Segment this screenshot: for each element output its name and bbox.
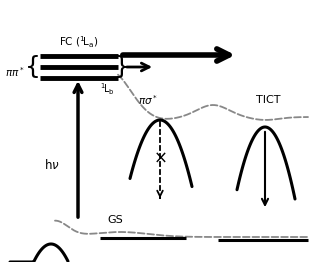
Text: TICT: TICT (256, 95, 280, 105)
Text: FC ($^1\!$L$_{\rm a}$): FC ($^1\!$L$_{\rm a}$) (59, 34, 99, 50)
Text: {: { (25, 55, 41, 79)
Text: $\pi\pi^*$: $\pi\pi^*$ (5, 65, 25, 79)
Text: $\times$: $\times$ (153, 149, 167, 167)
Text: $^1\!$L$_{\rm b}$: $^1\!$L$_{\rm b}$ (100, 81, 115, 97)
Text: GS: GS (107, 215, 123, 225)
Text: }: } (114, 55, 130, 79)
Text: h$\nu$: h$\nu$ (44, 158, 60, 172)
Text: $\pi\sigma^*$: $\pi\sigma^*$ (138, 93, 158, 107)
